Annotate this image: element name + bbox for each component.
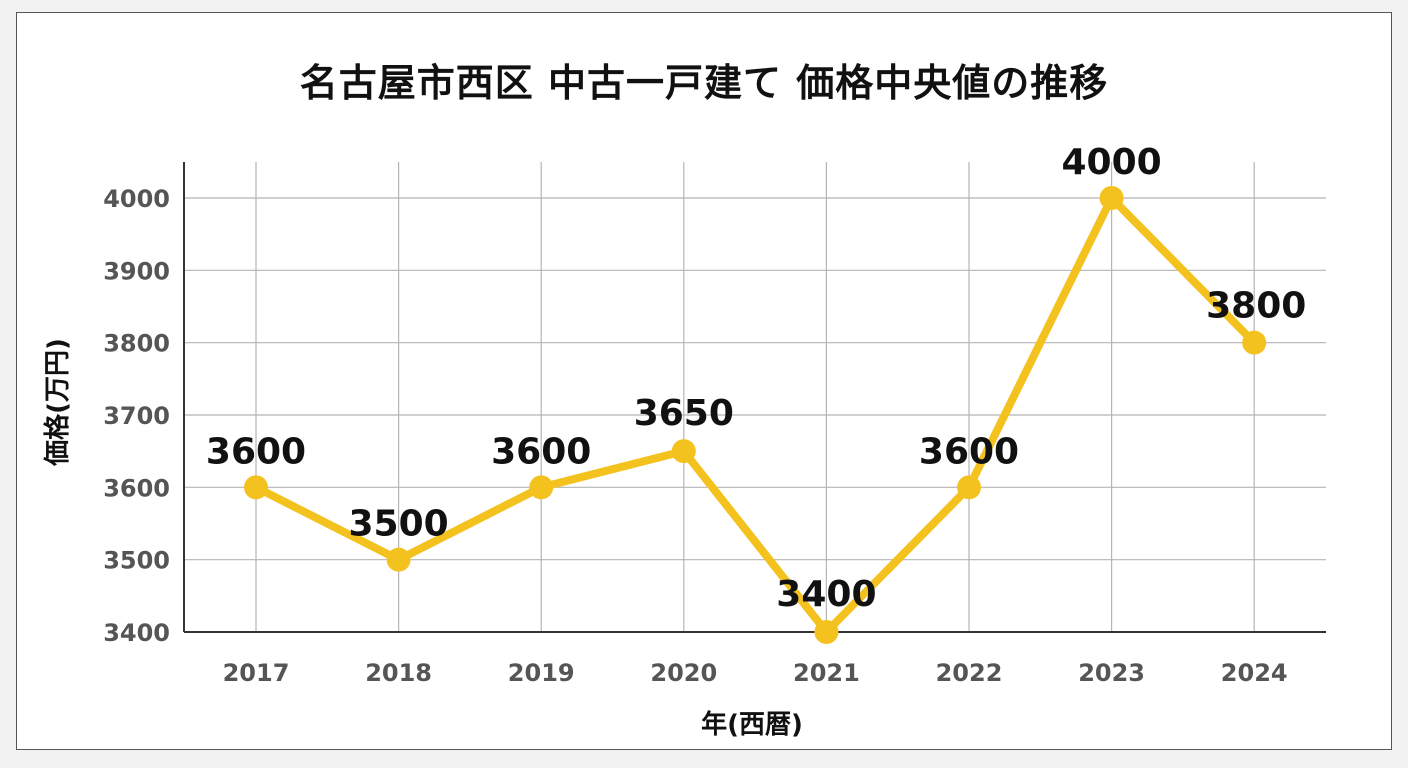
data-label: 3600 bbox=[491, 431, 591, 472]
x-tick-label: 2022 bbox=[936, 659, 1003, 687]
y-tick-label: 4000 bbox=[103, 185, 170, 213]
y-tick-label: 3500 bbox=[103, 547, 170, 575]
x-tick-label: 2024 bbox=[1221, 659, 1288, 687]
y-tick-label: 3700 bbox=[103, 402, 170, 430]
y-tick-labels: 3400 3500 3600 3700 3800 3900 4000 bbox=[103, 185, 170, 647]
data-label: 4000 bbox=[1061, 142, 1161, 183]
data-label: 3500 bbox=[348, 504, 448, 545]
data-point bbox=[529, 475, 554, 500]
x-tick-labels: 2017 2018 2019 2020 2021 2022 2023 2024 bbox=[223, 659, 1288, 687]
x-tick-label: 2023 bbox=[1078, 659, 1145, 687]
data-point bbox=[957, 475, 981, 500]
y-tick-label: 3600 bbox=[103, 474, 170, 502]
series-layer bbox=[244, 186, 1267, 644]
data-label: 3600 bbox=[919, 431, 1019, 472]
data-point bbox=[244, 475, 268, 500]
data-point bbox=[671, 439, 696, 464]
series-line bbox=[252, 194, 1259, 636]
data-label: 3400 bbox=[776, 574, 876, 615]
data-label: 3600 bbox=[206, 431, 306, 472]
x-tick-label: 2020 bbox=[650, 659, 717, 687]
y-tick-label: 3800 bbox=[103, 330, 170, 358]
data-labels: 3600 3500 3600 3650 3400 3600 4000 3800 bbox=[206, 142, 1306, 615]
x-axis-title: 年(西暦) bbox=[701, 709, 803, 740]
y-tick-label: 3900 bbox=[103, 257, 170, 285]
data-point bbox=[814, 620, 839, 644]
x-tick-label: 2021 bbox=[793, 659, 860, 687]
data-label: 3800 bbox=[1206, 286, 1306, 327]
x-tick-label: 2019 bbox=[508, 659, 575, 687]
data-point bbox=[386, 547, 411, 572]
x-tick-label: 2018 bbox=[365, 659, 432, 687]
data-label: 3650 bbox=[634, 393, 734, 434]
y-tick-label: 3400 bbox=[103, 619, 170, 647]
data-point bbox=[1099, 186, 1124, 210]
chart-frame bbox=[16, 12, 1392, 750]
y-axis-title: 価格(万円) bbox=[42, 338, 73, 467]
grid-layer bbox=[184, 162, 1326, 632]
data-point bbox=[1242, 330, 1267, 355]
chart-title: 名古屋市西区 中古一戸建て 価格中央値の推移 bbox=[299, 61, 1109, 105]
x-tick-label: 2017 bbox=[223, 659, 290, 687]
axes-layer bbox=[183, 162, 1326, 633]
